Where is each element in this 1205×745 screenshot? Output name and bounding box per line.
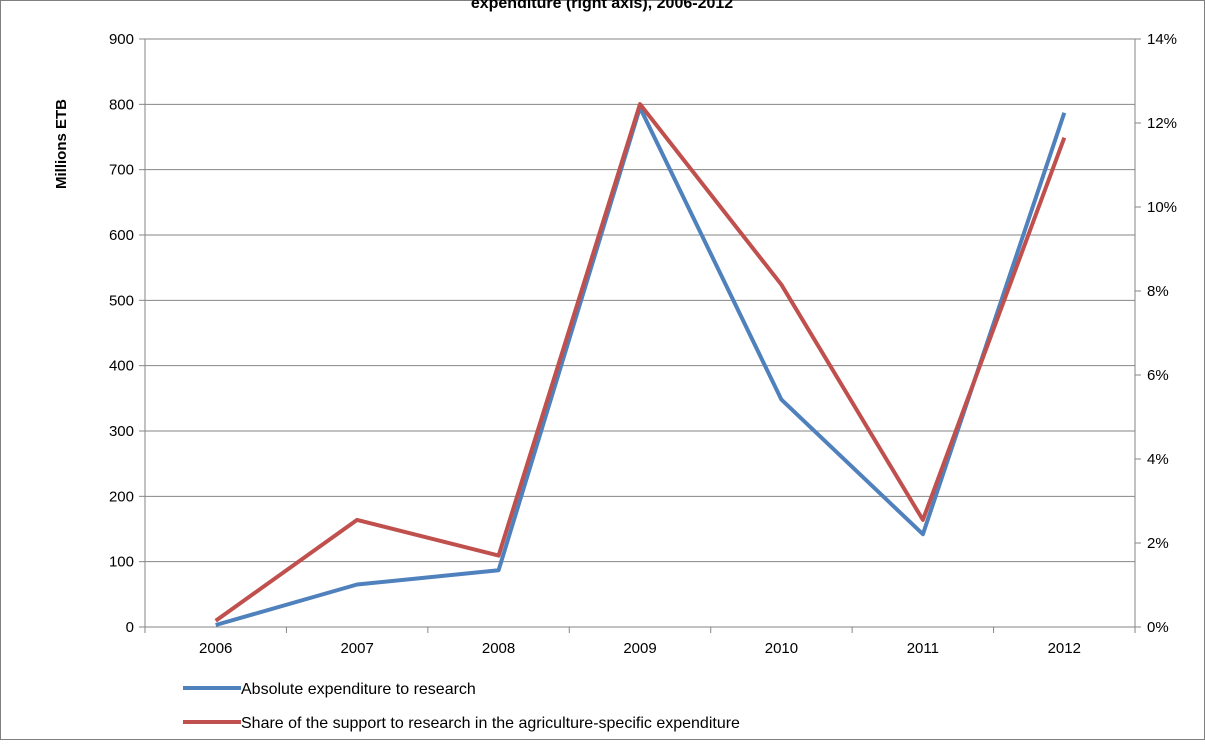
y-tick-label: 500 bbox=[109, 292, 134, 309]
y-tick-label: 900 bbox=[109, 31, 134, 48]
x-tick-label: 2012 bbox=[1048, 640, 1081, 657]
y-tick-label: 200 bbox=[109, 488, 134, 505]
x-tick-label: 2007 bbox=[340, 640, 373, 657]
y2-tick-label: 10% bbox=[1147, 199, 1177, 216]
x-tick-label: 2011 bbox=[907, 640, 939, 657]
y-axis-title: Millions ETB bbox=[53, 99, 70, 189]
y-tick-label: 100 bbox=[109, 554, 134, 571]
axes: 0 100 200 300 400 500 600 700 800 900 0% 2% 4% 6% 8% 10… bbox=[53, 31, 1177, 657]
y2-tick-label: 8% bbox=[1147, 283, 1169, 300]
y2-tick-label: 4% bbox=[1147, 451, 1169, 468]
x-tick-label: 2010 bbox=[765, 640, 798, 657]
y2-tick-label: 6% bbox=[1147, 367, 1169, 384]
series-lines bbox=[214, 102, 1067, 627]
x-tick-label: 2006 bbox=[199, 640, 232, 657]
y2-tick-label: 12% bbox=[1147, 115, 1177, 132]
legend: Absolute expenditure to research Share of… bbox=[183, 681, 740, 732]
y-tick-label: 300 bbox=[109, 423, 134, 440]
y-tick-label: 700 bbox=[109, 162, 134, 179]
y-tick-label: 400 bbox=[109, 358, 134, 375]
y2-tick-label: 0% bbox=[1147, 619, 1169, 636]
y2-tick-label: 2% bbox=[1147, 535, 1169, 552]
x-tick-label: 2009 bbox=[623, 640, 656, 657]
y-tick-label: 0 bbox=[126, 619, 134, 636]
y-tick-label: 600 bbox=[109, 227, 134, 244]
y-tick-label: 800 bbox=[109, 96, 134, 113]
gridlines bbox=[145, 38, 1135, 563]
chart-title: expenditure (right axis), 2006-2012 bbox=[471, 0, 733, 12]
legend-label-1: Share of the support to research in the … bbox=[241, 715, 740, 732]
series-line-1 bbox=[214, 102, 1067, 623]
x-tick-label: 2008 bbox=[482, 640, 515, 657]
legend-label-0: Absolute expenditure to research bbox=[241, 681, 476, 698]
y2-tick-label: 14% bbox=[1147, 31, 1177, 48]
